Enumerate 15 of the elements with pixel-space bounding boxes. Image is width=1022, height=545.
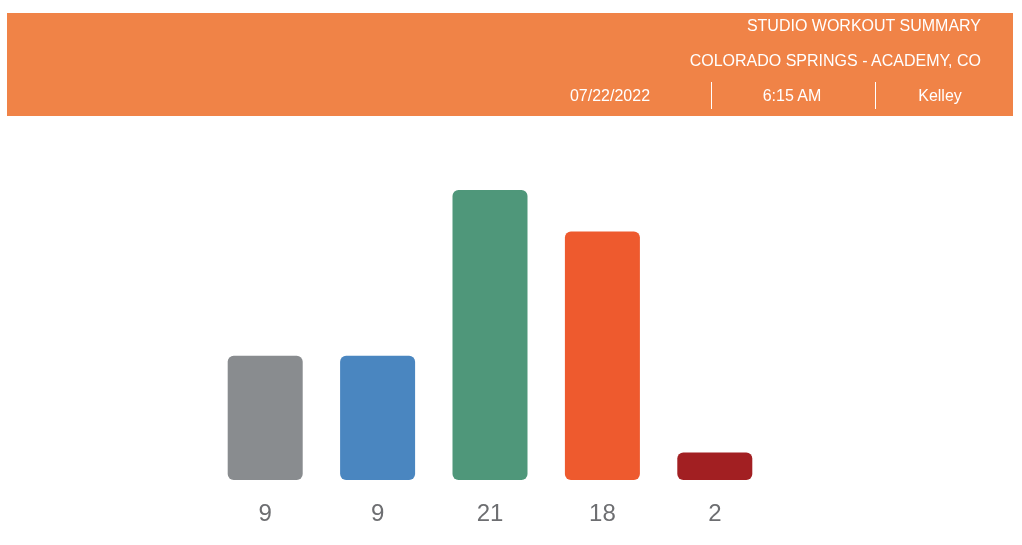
text: Kelley: [918, 87, 962, 105]
bar: [564, 231, 640, 480]
bar: [227, 355, 303, 480]
data-label: 21: [476, 498, 504, 526]
data-label: 9: [370, 498, 385, 526]
text: COLORADO SPRINGS - ACADEMY, CO: [689, 52, 981, 70]
bar: [452, 190, 528, 480]
bar: [677, 452, 753, 480]
text: STUDIO WORKOUT SUMMARY: [746, 17, 981, 35]
bar: [340, 355, 416, 480]
text: 07/22/2022: [569, 87, 651, 105]
data-label: 2: [708, 498, 722, 526]
text: 6:15 AM: [762, 87, 822, 105]
data-label: 18: [589, 498, 616, 526]
data-label: 9: [258, 498, 272, 526]
